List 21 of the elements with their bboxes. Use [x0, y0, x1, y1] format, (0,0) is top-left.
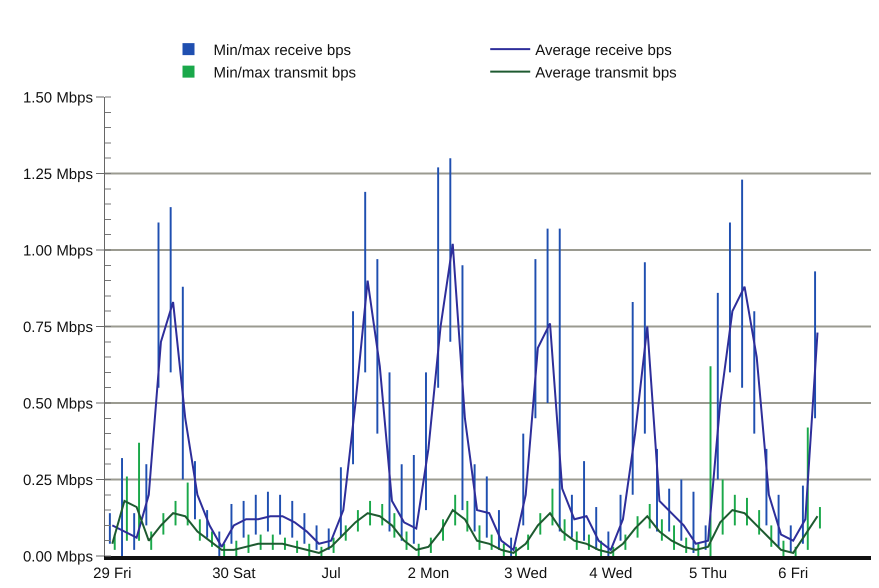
- y-tick-label: 0.50 Mbps: [22, 395, 93, 412]
- x-tick-label: 3 Wed: [504, 565, 548, 582]
- legend-label: Min/max transmit bps: [214, 64, 356, 82]
- x-tick-label: 4 Wed: [589, 565, 632, 582]
- line-series: [111, 500, 818, 554]
- legend-label: Min/max receive bps: [214, 42, 352, 59]
- x-tick-label: 6 Fri: [778, 565, 808, 582]
- y-tick-label: 1.50 Mbps: [22, 89, 93, 106]
- line-series: [111, 242, 818, 551]
- x-tick-label: 29 Fri: [93, 565, 132, 582]
- legend-label: Average transmit bps: [535, 64, 677, 82]
- y-tick-label: 0.75 Mbps: [22, 318, 93, 336]
- x-tick-label: Jul: [322, 565, 341, 582]
- y-tick-label: 0.25 Mbps: [22, 472, 93, 489]
- x-tick-label: 5 Thu: [689, 565, 728, 582]
- y-tick-label: 0.00 Mbps: [22, 548, 93, 566]
- y-tick-label: 1.00 Mbps: [22, 242, 93, 260]
- legend-label: Average receive bps: [535, 42, 672, 59]
- x-tick-label: 30 Sat: [212, 565, 256, 582]
- x-tick-label: 2 Mon: [408, 565, 450, 582]
- y-tick-label: 1.25 Mbps: [22, 166, 93, 183]
